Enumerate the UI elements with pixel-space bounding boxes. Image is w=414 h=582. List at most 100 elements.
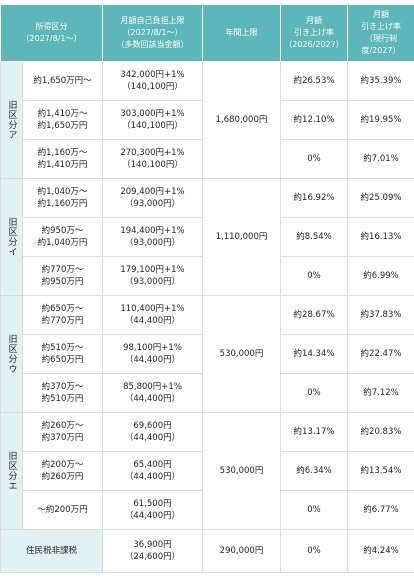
cell-line: （44,400円） [105,354,200,366]
cell-line: （44,400円） [105,432,200,444]
rate-cell: 約25.09% [348,179,414,218]
cell-line: （2026/2027） [283,39,345,51]
annual-cell: 530,000円 [203,296,281,413]
monthly-cell: 303,000円+1%（140,100円） [103,101,203,140]
group-label: 旧区分イ [1,179,23,296]
cell-line: 月額 [350,9,412,21]
income-cell: 約1,160万〜約1,410万円 [23,140,103,179]
rate-cell: 約13.54% [348,452,414,491]
income-cell: 約1,410万〜約1,650万円 [23,101,103,140]
cell-line: 月額 [283,15,345,27]
monthly-cell: 110,400円+1%（44,400円） [103,296,203,335]
cell-line: 303,000円+1% [105,108,200,120]
income-cell: 約370万〜約510万円 [23,374,103,413]
income-cell: 約1,650万円〜 [23,62,103,101]
cell-line: （140,100円） [105,159,200,171]
cell-line: （2027/8/1〜） [105,27,200,39]
cell-line: 342,000円+1% [105,69,200,81]
monthly-cell: 61,500円（44,400円） [103,491,203,530]
cell-line: 約510万円 [25,393,100,405]
cell-line: （93,000円） [105,198,200,210]
annual-cell: 1,110,000円 [203,179,281,296]
header-cell: 年間上限 [203,5,281,62]
rate-cell: 約28.67% [281,296,348,335]
cell-line: 月額自己負担上限 [105,15,200,27]
cell-line: 61,500円 [105,498,200,510]
cell-line: 〜約200万円 [25,504,100,516]
header-cell: 月額自己負担上限（2027/8/1〜）（多数回該当金額） [103,5,203,62]
cell-line: （44,400円） [105,393,200,405]
rate-cell: 約16.13% [348,218,414,257]
header-cell: 月額引き上げ率（2026/2027） [281,5,348,62]
cell-line: 約370万〜 [25,381,100,393]
rate-cell: 約8.54% [281,218,348,257]
monthly-cell: 270,300円+1%（140,100円） [103,140,203,179]
cell-line: 36,900円 [105,539,200,551]
cell-line: 約260万円 [25,471,100,483]
cell-line: 約650万〜 [25,303,100,315]
rate-cell: 約12.10% [281,101,348,140]
header-row: 所得区分（2027/8/1〜）月額自己負担上限（2027/8/1〜）（多数回該当… [1,5,414,62]
rate-cell: 約19.95% [348,101,414,140]
cell-line: 約770万〜 [25,264,100,276]
cell-line: 約510万〜 [25,342,100,354]
cell-line: 約1,410万円 [25,159,100,171]
income-cell: 約950万〜約1,040万円 [23,218,103,257]
cell-line: （140,100円） [105,81,200,93]
monthly-cell: 209,400円+1%（93,000円） [103,179,203,218]
monthly-cell: 342,000円+1%（140,100円） [103,62,203,101]
cell-line: （多数回該当金額） [105,39,200,51]
cell-line: 引き上げ率 [350,21,412,33]
cell-line: 194,400円+1% [105,225,200,237]
annual-cell: 530,000円 [203,413,281,530]
header-cell: 月額引き上げ率（現行制度/2027） [348,5,414,62]
cell-line: 270,300円+1% [105,147,200,159]
cell-line: 65,400円 [105,459,200,471]
cell-line: 約650万円 [25,354,100,366]
header-cell: 所得区分（2027/8/1〜） [1,5,103,62]
cost-table: 所得区分（2027/8/1〜）月額自己負担上限（2027/8/1〜）（多数回該当… [0,4,414,573]
cell-line: 約200万〜 [25,459,100,471]
rate-cell: 約14.34% [281,335,348,374]
group-label: 旧区分ウ [1,296,23,413]
cell-line: 所得区分 [3,21,100,33]
data-row: 旧区分ア約1,650万円〜342,000円+1%（140,100円）1,680,… [1,62,414,101]
monthly-cell: 69,600円（44,400円） [103,413,203,452]
footer-label: 住民税非課税 [1,530,103,573]
rate-cell: 0% [281,140,348,179]
rate-cell: 約7.12% [348,374,414,413]
cell-line: 約770万円 [25,315,100,327]
monthly-cell: 65,400円（44,400円） [103,452,203,491]
rate-cell: 0% [281,257,348,296]
rate-cell: 0% [281,491,348,530]
rate-cell: 約6.99% [348,257,414,296]
cell-line: 209,400円+1% [105,186,200,198]
cell-line: （44,400円） [105,315,200,327]
cell-line: 約1,650万円 [25,120,100,132]
cell-line: 約1,650万円〜 [25,75,100,87]
income-cell: 約260万〜約370万円 [23,413,103,452]
cell-line: 約1,040万円 [25,237,100,249]
annual-cell: 1,680,000円 [203,62,281,179]
rate-cell: 0% [281,374,348,413]
cell-line: 引き上げ率 [283,27,345,39]
cell-line: 110,400円+1% [105,303,200,315]
cell-line: （24,600円） [105,551,200,563]
monthly-cell: 36,900円（24,600円） [103,530,203,573]
rate-cell: 約22.47% [348,335,414,374]
rate-cell: 約35.39% [348,62,414,101]
rate-cell: 約4.24% [348,530,414,573]
page: 所得区分（2027/8/1〜）月額自己負担上限（2027/8/1〜）（多数回該当… [0,4,414,582]
income-cell: 〜約200万円 [23,491,103,530]
group-label: 旧区分ア [1,62,23,179]
rate-cell: 約6.34% [281,452,348,491]
cell-line: 約1,410万〜 [25,108,100,120]
group-label: 旧区分エ [1,413,23,530]
rate-cell: 約37.83% [348,296,414,335]
income-cell: 約200万〜約260万円 [23,452,103,491]
income-cell: 約1,040万〜約1,160万円 [23,179,103,218]
rate-cell: 約13.17% [281,413,348,452]
